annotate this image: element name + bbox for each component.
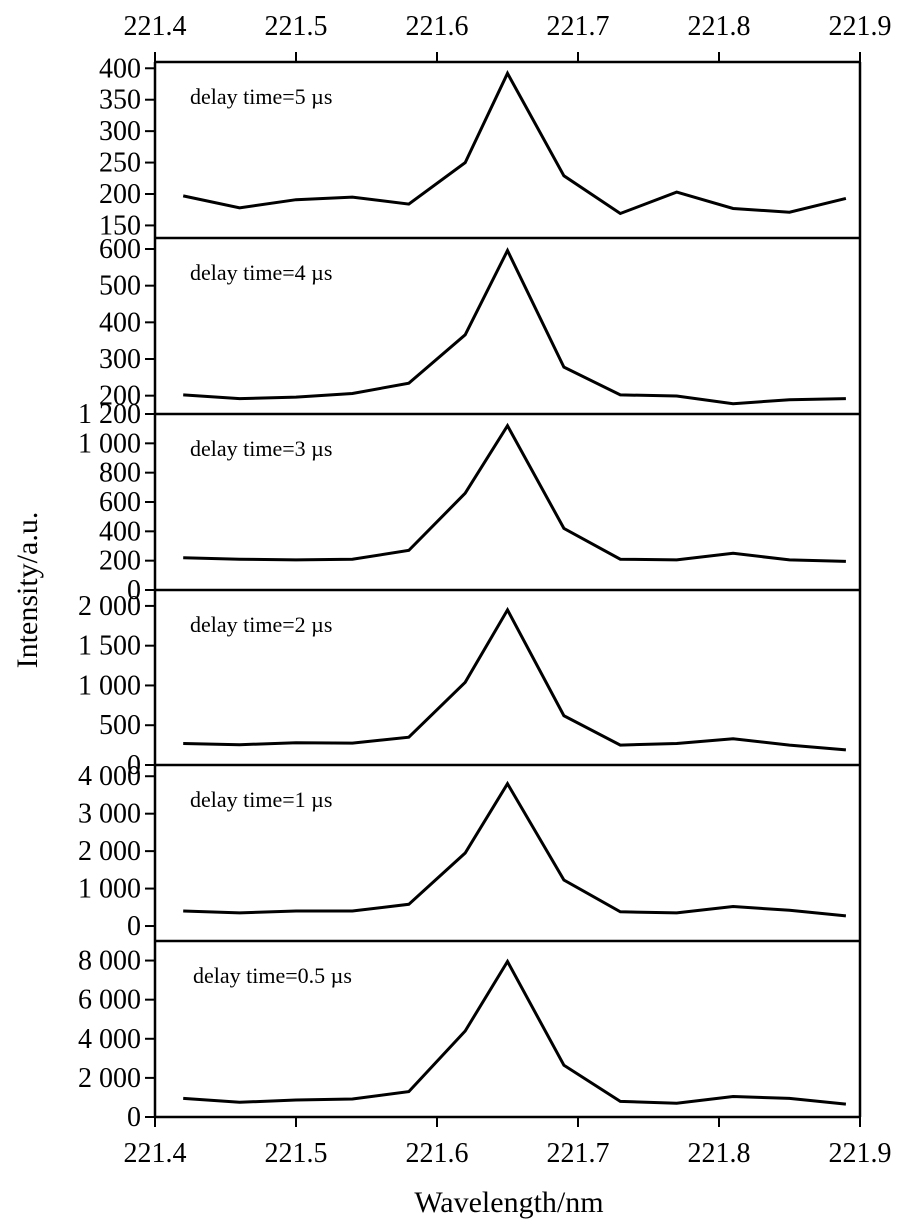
panel-annotation: delay time=0.5 µs bbox=[193, 963, 352, 988]
y-tick-label: 200 bbox=[99, 179, 141, 210]
top-x-axis: 221.4 221.5 221.6 221.7 221.8 221.9 bbox=[124, 11, 892, 64]
spectrum-line bbox=[183, 958, 847, 1106]
y-tick-label: 500 bbox=[99, 271, 141, 302]
y-tick-label: 1 000 bbox=[78, 428, 141, 459]
x-tick-label-bottom: 221.8 bbox=[688, 1138, 751, 1169]
panel-annotation: delay time=1 µs bbox=[190, 787, 332, 812]
y-tick-label: 4 000 bbox=[78, 761, 141, 792]
panel-annotation: delay time=3 µs bbox=[190, 436, 332, 461]
y-tick-label: 400 bbox=[99, 516, 141, 547]
y-tick-label: 800 bbox=[99, 458, 141, 489]
x-tick-label-bottom: 221.9 bbox=[829, 1138, 892, 1169]
y-tick-label: 3 000 bbox=[78, 799, 141, 830]
y-tick-label: 600 bbox=[99, 487, 141, 518]
spectrum-line bbox=[183, 780, 847, 918]
panel-2: 200 300 400 500 600 delay time=4 µs bbox=[99, 234, 862, 416]
y-tick-label: 200 bbox=[99, 546, 141, 577]
x-tick-label-bottom: 221.7 bbox=[547, 1138, 610, 1169]
y-tick-label: 500 bbox=[99, 710, 141, 741]
panel-annotation: delay time=4 µs bbox=[190, 260, 332, 285]
y-tick-label: 1 500 bbox=[78, 631, 141, 662]
y-tick-label: 1 000 bbox=[78, 670, 141, 701]
y-tick-label: 0 bbox=[127, 750, 141, 781]
panel-5: 0 1 000 2 000 3 000 4 000 delay time=1 µs bbox=[78, 761, 862, 943]
y-tick-label: 300 bbox=[99, 116, 141, 147]
spectrum-line bbox=[183, 247, 846, 406]
x-tick-label-top: 221.9 bbox=[829, 11, 892, 42]
x-tick-label-bottom: 221.5 bbox=[265, 1138, 328, 1169]
x-tick-label-top: 221.6 bbox=[406, 11, 469, 42]
x-tick-label-top: 221.8 bbox=[688, 11, 751, 42]
y-tick-label: 8 000 bbox=[78, 946, 141, 977]
y-tick-label: 0 bbox=[127, 1102, 141, 1133]
spectrum-line bbox=[183, 606, 847, 752]
y-tick-label: 4 000 bbox=[78, 1024, 141, 1055]
y-tick-label: 300 bbox=[99, 344, 141, 375]
y-tick-label: 350 bbox=[99, 85, 141, 116]
x-tick-label-bottom: 221.6 bbox=[406, 1138, 469, 1169]
y-tick-label: 2 000 bbox=[78, 836, 141, 867]
y-tick-label: 2 000 bbox=[78, 591, 141, 622]
panel-6: 0 2 000 4 000 6 000 8 000 delay time=0.5 µs bbox=[78, 941, 862, 1133]
panel-annotation: delay time=5 µs bbox=[190, 84, 332, 109]
spectrum-line bbox=[183, 422, 846, 563]
x-tick-label-bottom: 221.4 bbox=[124, 1138, 187, 1169]
y-tick-label: 150 bbox=[99, 210, 141, 241]
y-tick-label: 1 200 bbox=[78, 399, 141, 430]
y-tick-label: 200 bbox=[99, 381, 141, 412]
y-tick-label: 0 bbox=[127, 575, 141, 606]
y-tick-label: 2 000 bbox=[78, 1063, 141, 1094]
x-axis-label: Wavelength/nm bbox=[414, 1186, 603, 1219]
y-tick-label: 250 bbox=[99, 148, 141, 179]
panel-4: 0 500 1 000 1 500 2 000 delay time=2 µs bbox=[78, 590, 862, 781]
x-tick-label-top: 221.7 bbox=[547, 11, 610, 42]
spectrum-line bbox=[182, 70, 847, 216]
panel-annotation: delay time=2 µs bbox=[190, 612, 332, 637]
y-tick-label: 1 000 bbox=[78, 874, 141, 905]
x-tick-label-top: 221.5 bbox=[265, 11, 328, 42]
x-tick-label-top: 221.4 bbox=[124, 11, 187, 42]
y-tick-label: 6 000 bbox=[78, 985, 141, 1016]
bottom-x-axis: 221.4 221.5 221.6 221.7 221.8 221.9 bbox=[124, 1117, 892, 1169]
y-axis-label: Intensity/a.u. bbox=[11, 512, 44, 669]
y-tick-label: 0 bbox=[127, 911, 141, 942]
y-tick-label: 600 bbox=[99, 234, 141, 265]
y-tick-label: 400 bbox=[99, 307, 141, 338]
y-tick-label: 400 bbox=[99, 53, 141, 84]
